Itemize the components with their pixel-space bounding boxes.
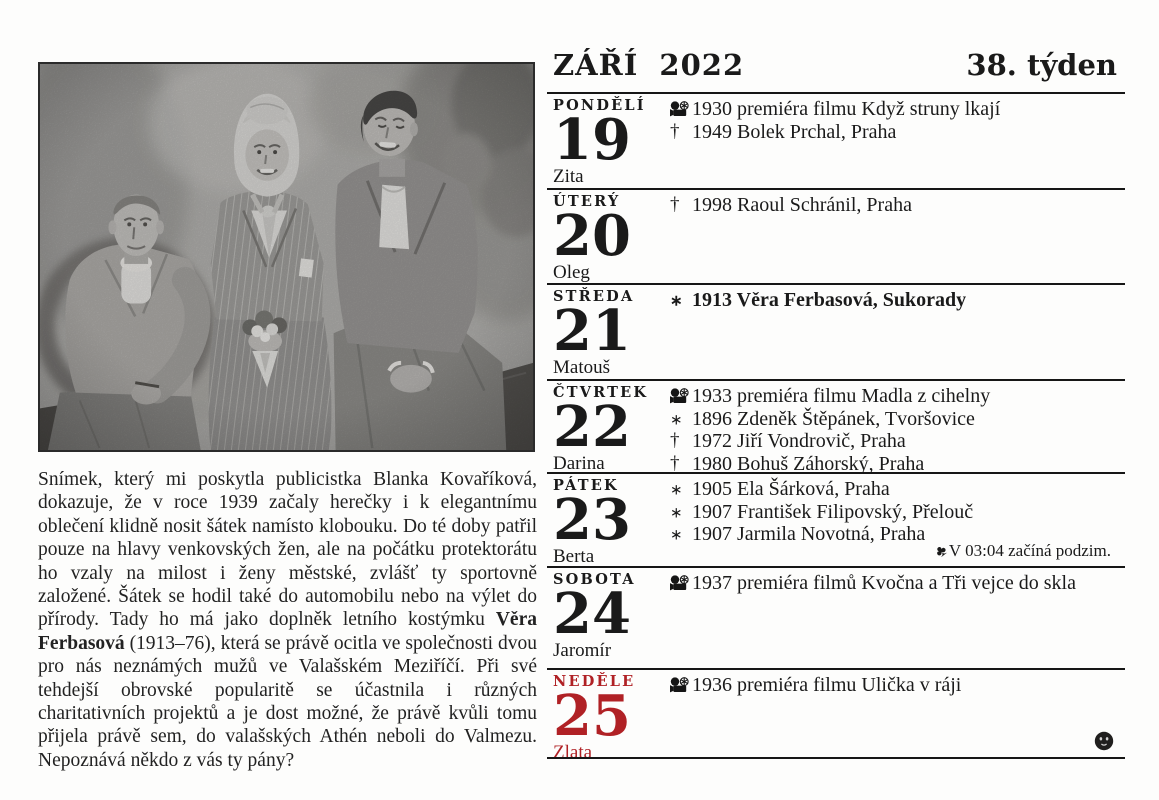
article-text: Snímek, který mi poskytla publicistka Bl… <box>38 468 537 772</box>
event-row: † 1949 Bolek Prchal, Praha <box>670 121 1125 144</box>
day-row-sunday: NEDĚLE 25 Zlata 1936 premiéra filmu Ulič… <box>547 668 1125 757</box>
season-note: ♣V 03:04 začíná podzim. <box>932 541 1111 561</box>
asterisk-icon: ∗ <box>670 482 683 499</box>
dagger-icon: † <box>670 430 680 451</box>
event-text: 1896 Zdeněk Štěpánek, Tvoršovice <box>692 407 975 430</box>
week-photo-frame <box>38 62 535 452</box>
name-day: Zita <box>553 166 584 187</box>
event-text: 1930 premiéra filmu Když struny lkají <box>692 98 1001 120</box>
article-after: (1913–76), která se právě ocitla ve spol… <box>38 632 537 771</box>
event-text: 1980 Bohuš Záhorský, Praha <box>692 452 925 473</box>
season-note-text: V 03:04 začíná podzim. <box>948 541 1111 560</box>
day-number: 25 <box>553 683 631 749</box>
day-row-tuesday: ÚTERÝ 20 Oleg † 1998 Raoul Schránil, Pra… <box>547 188 1125 283</box>
film-camera-icon <box>670 98 692 121</box>
calendar-header: ZÁŘÍ 2022 38. týden <box>547 46 1125 92</box>
day-name: ÚTERÝ <box>553 193 621 210</box>
event-text: 1937 premiéra filmů Kvočna a Tři vejce d… <box>692 572 1076 594</box>
event-row: † 1980 Bohuš Záhorský, Praha <box>670 453 1125 473</box>
asterisk-icon: ∗ <box>670 527 683 544</box>
event-text: 1933 premiéra filmu Madla z cihelny <box>692 385 991 407</box>
event-row: 1930 premiéra filmu Když struny lkají <box>670 98 1125 121</box>
article-before: Snímek, který mi poskytla publicistka Bl… <box>38 469 537 631</box>
asterisk-icon: ∗ <box>670 412 683 428</box>
asterisk-icon: ∗ <box>670 293 683 310</box>
dagger-icon: † <box>670 194 680 215</box>
event-row: 1937 premiéra filmů Kvočna a Tři vejce d… <box>670 572 1125 595</box>
event-text: 1998 Raoul Schránil, Praha <box>692 194 912 216</box>
day-name: STŘEDA <box>553 288 635 305</box>
day-row-friday: PÁTEK 23 Berta ∗ 1905 Ela Šárková, Praha… <box>547 472 1125 566</box>
week-number: 38. týden <box>966 48 1117 82</box>
day-number: 20 <box>553 203 631 269</box>
day-number: 19 <box>553 107 631 173</box>
name-day: Jaromír <box>553 640 612 661</box>
day-row-saturday: SOBOTA 24 Jaromír 1937 premiéra filmů Kv… <box>547 566 1125 668</box>
day-number: 22 <box>553 394 631 460</box>
day-row-thursday: ČTVRTEK 22 Darina 1933 premiéra filmu Ma… <box>547 379 1125 472</box>
day-row-monday: PONDĚLÍ 19 Zita 1930 premiéra filmu Když… <box>547 92 1125 188</box>
film-camera-icon <box>670 674 692 697</box>
bottom-rule <box>547 757 1125 759</box>
event-row: 1936 premiéra filmu Ulička v ráji <box>670 674 1125 697</box>
event-text: 1949 Bolek Prchal, Praha <box>692 120 897 143</box>
day-name: PÁTEK <box>553 477 619 494</box>
event-row: ∗ 1913 Věra Ferbasová, Sukorady <box>670 289 1125 312</box>
historic-photo-illustration <box>40 64 533 450</box>
name-day: Berta <box>553 546 595 566</box>
event-row: ∗ 1907 František Filipovský, Přelouč <box>670 501 1125 524</box>
name-day: Matouš <box>553 357 610 378</box>
event-row: 1933 premiéra filmu Madla z cihelny <box>670 385 1125 408</box>
dagger-icon: † <box>670 452 680 473</box>
name-day: Darina <box>553 453 605 472</box>
article-bold-name: Věra Ferbasová <box>38 609 537 654</box>
month-title: ZÁŘÍ 2022 <box>553 48 745 82</box>
event-text: 1905 Ela Šárková, Praha <box>692 478 890 500</box>
event-text: 1972 Jiří Vondrovič, Praha <box>692 430 906 452</box>
asterisk-icon: ∗ <box>670 505 683 521</box>
film-camera-icon <box>670 572 692 595</box>
event-text: 1913 Věra Ferbasová, Sukorady <box>692 289 967 311</box>
event-text: 1936 premiéra filmu Ulička v ráji <box>692 674 962 696</box>
day-number: 23 <box>553 487 631 553</box>
event-text: 1907 František Filipovský, Přelouč <box>692 500 974 523</box>
day-number: 21 <box>553 298 631 364</box>
event-row: † 1972 Jiří Vondrovič, Praha <box>670 430 1125 453</box>
dagger-icon: † <box>670 120 680 142</box>
name-day: Oleg <box>553 262 590 283</box>
day-name: PONDĚLÍ <box>553 97 646 114</box>
calendar-panel: ZÁŘÍ 2022 38. týden PONDĚLÍ 19 Zita 1930… <box>547 46 1125 759</box>
event-text: 1907 Jarmila Novotná, Praha <box>692 523 926 545</box>
event-row: † 1998 Raoul Schránil, Praha <box>670 194 1125 217</box>
day-row-wednesday: STŘEDA 21 Matouš ∗ 1913 Věra Ferbasová, … <box>547 283 1125 379</box>
day-number: 24 <box>553 581 631 647</box>
day-name: ČTVRTEK <box>553 384 649 401</box>
event-row: ∗ 1907 Jarmila Novotná, Praha <box>670 523 1125 546</box>
new-moon-icon <box>1094 731 1114 751</box>
day-name: SOBOTA <box>553 571 636 588</box>
film-camera-icon <box>670 385 692 408</box>
event-row: ∗ 1896 Zdeněk Štěpánek, Tvoršovice <box>670 408 1125 431</box>
event-row: ∗ 1905 Ela Šárková, Praha <box>670 478 1125 501</box>
name-day: Zlata <box>553 742 593 757</box>
day-name: NEDĚLE <box>553 673 636 690</box>
